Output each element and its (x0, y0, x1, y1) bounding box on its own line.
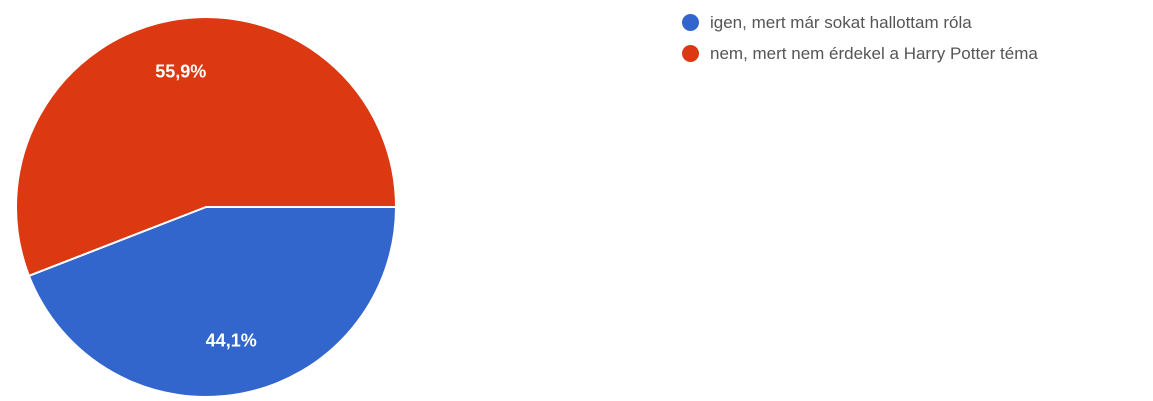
pie-slices (15, 16, 398, 398)
legend-swatch-1 (682, 45, 699, 62)
legend-label-0: igen, mert már sokat hallottam róla (710, 13, 972, 32)
legend-item-0[interactable]: igen, mert már sokat hallottam róla (682, 10, 1142, 35)
legend-swatch-0 (682, 14, 699, 31)
pie-slice-1-label: 55,9% (155, 61, 206, 81)
pie-chart-svg: 44,1% 55,9% (15, 16, 398, 398)
pie-slice-1[interactable] (15, 16, 398, 278)
legend-label-1: nem, mert nem érdekel a Harry Potter tém… (710, 44, 1038, 63)
pie-slice-labels: 44,1% 55,9% (155, 61, 256, 350)
pie-slice-0[interactable] (27, 206, 398, 398)
legend-item-1[interactable]: nem, mert nem érdekel a Harry Potter tém… (682, 41, 1142, 66)
legend: igen, mert már sokat hallottam róla nem, … (682, 10, 1142, 72)
pie-slice-0-label: 44,1% (206, 330, 257, 350)
